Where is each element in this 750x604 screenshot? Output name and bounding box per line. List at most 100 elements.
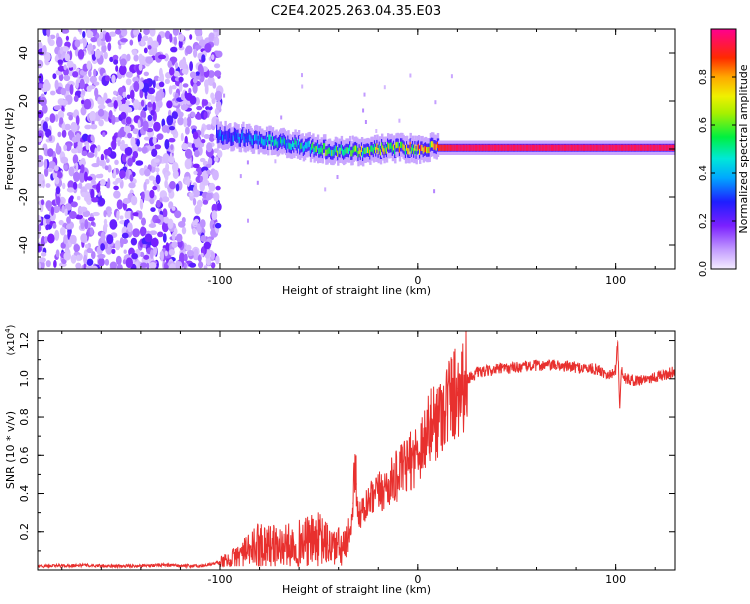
noise-cell	[38, 110, 44, 119]
noise-cell	[73, 171, 80, 182]
ridge-core	[354, 145, 358, 152]
ridge-core	[335, 146, 339, 153]
noise-cell	[127, 132, 133, 139]
noise-cell	[38, 173, 45, 182]
noise-cell	[97, 96, 102, 105]
noise-cell	[137, 119, 141, 129]
noise-cell	[157, 76, 164, 82]
noise-cell	[167, 60, 172, 68]
noise-cell	[45, 183, 51, 188]
noise-cell	[161, 221, 169, 233]
noise-cell	[132, 76, 139, 83]
noise-speck	[301, 84, 304, 89]
noise-cell	[200, 126, 205, 138]
noise-speck	[256, 180, 259, 185]
noise-cell	[86, 247, 93, 254]
noise-cell	[90, 124, 98, 130]
noise-cell	[40, 251, 47, 257]
noise-cell	[111, 248, 116, 254]
noise-cell	[102, 131, 106, 137]
noise-cell	[138, 63, 143, 71]
noise-cell	[86, 258, 94, 266]
noise-cell	[204, 43, 212, 53]
y-tick-label: 0.8	[18, 408, 31, 426]
noise-cell	[86, 44, 94, 52]
noise-cell	[78, 159, 87, 166]
ridge-core	[421, 144, 424, 151]
noise-cell	[142, 244, 147, 249]
noise-cell	[82, 31, 86, 38]
noise-cell	[132, 212, 140, 217]
noise-cell	[106, 234, 114, 245]
noise-cell	[119, 58, 127, 67]
noise-cell	[214, 63, 221, 69]
colorbar: 0.0 0.2 0.4 0.6 0.8 Normalized spectral ampli…	[698, 28, 750, 277]
noise-cell	[168, 156, 175, 164]
noise-cell	[120, 29, 128, 37]
noise-cell	[149, 189, 155, 199]
noise-cell	[120, 38, 128, 43]
spectrogram-panel: -100 0 100 -40 -20 0 20 40 Height of straight li…	[3, 28, 676, 297]
noise-cell	[164, 30, 171, 40]
noise-cell	[166, 115, 174, 126]
noise-cell	[200, 235, 207, 242]
noise-cell	[84, 244, 89, 249]
noise-cell	[147, 114, 153, 122]
noise-cell	[117, 140, 121, 147]
noise-cell	[130, 195, 138, 206]
noise-cell	[75, 115, 80, 126]
noise-cell	[174, 62, 179, 69]
noise-cell	[38, 214, 42, 225]
noise-cell	[208, 182, 216, 192]
snr-data-point	[356, 483, 357, 485]
noise-cell	[92, 211, 100, 217]
noise-cell	[199, 157, 206, 163]
ridge-core	[227, 132, 231, 139]
noise-cell	[153, 121, 161, 132]
noise-speck	[239, 174, 242, 179]
noise-cell	[75, 214, 83, 220]
x-tick-label: 0	[414, 274, 421, 287]
colorbar-tick-label: 0.4	[698, 165, 709, 181]
noise-cell	[66, 216, 71, 224]
noise-cell	[105, 75, 110, 82]
noise-cell	[178, 59, 187, 70]
noise-speck	[409, 73, 412, 78]
noise-cell	[90, 188, 95, 200]
noise-cell	[100, 153, 105, 162]
snr-data-point	[417, 451, 419, 452]
noise-cell	[80, 90, 86, 95]
noise-cell	[185, 45, 193, 55]
noise-cell	[116, 95, 123, 101]
noise-cell	[188, 262, 197, 268]
snr-data-point	[625, 378, 626, 380]
noise-cell	[80, 222, 85, 230]
noise-cell	[210, 262, 216, 269]
noise-cell	[186, 176, 190, 188]
noise-cell	[131, 253, 139, 260]
noise-cell	[216, 202, 222, 211]
noise-cell	[186, 250, 195, 257]
noise-cell	[200, 252, 204, 258]
noise-cell	[98, 257, 105, 267]
ridge-core	[345, 147, 348, 154]
noise-cell	[207, 102, 212, 108]
noise-cell	[133, 81, 140, 92]
noise-cell	[127, 157, 133, 167]
noise-cell	[89, 111, 96, 122]
snr-data-point	[617, 340, 618, 341]
noise-cell	[159, 67, 163, 78]
noise-cell	[210, 92, 215, 100]
noise-cell	[57, 110, 65, 120]
noise-cell	[125, 78, 132, 86]
noise-cell	[139, 167, 146, 176]
y-axis-label: Frequency (Hz)	[3, 108, 16, 191]
snr-data-point	[427, 431, 429, 433]
y-tick-label: 0	[17, 146, 30, 153]
noise-cell	[141, 217, 146, 226]
noise-cell	[101, 44, 107, 53]
snr-data-point	[457, 388, 458, 389]
snr-data-point	[239, 554, 241, 556]
noise-cell	[145, 56, 154, 64]
noise-cell	[182, 83, 189, 88]
